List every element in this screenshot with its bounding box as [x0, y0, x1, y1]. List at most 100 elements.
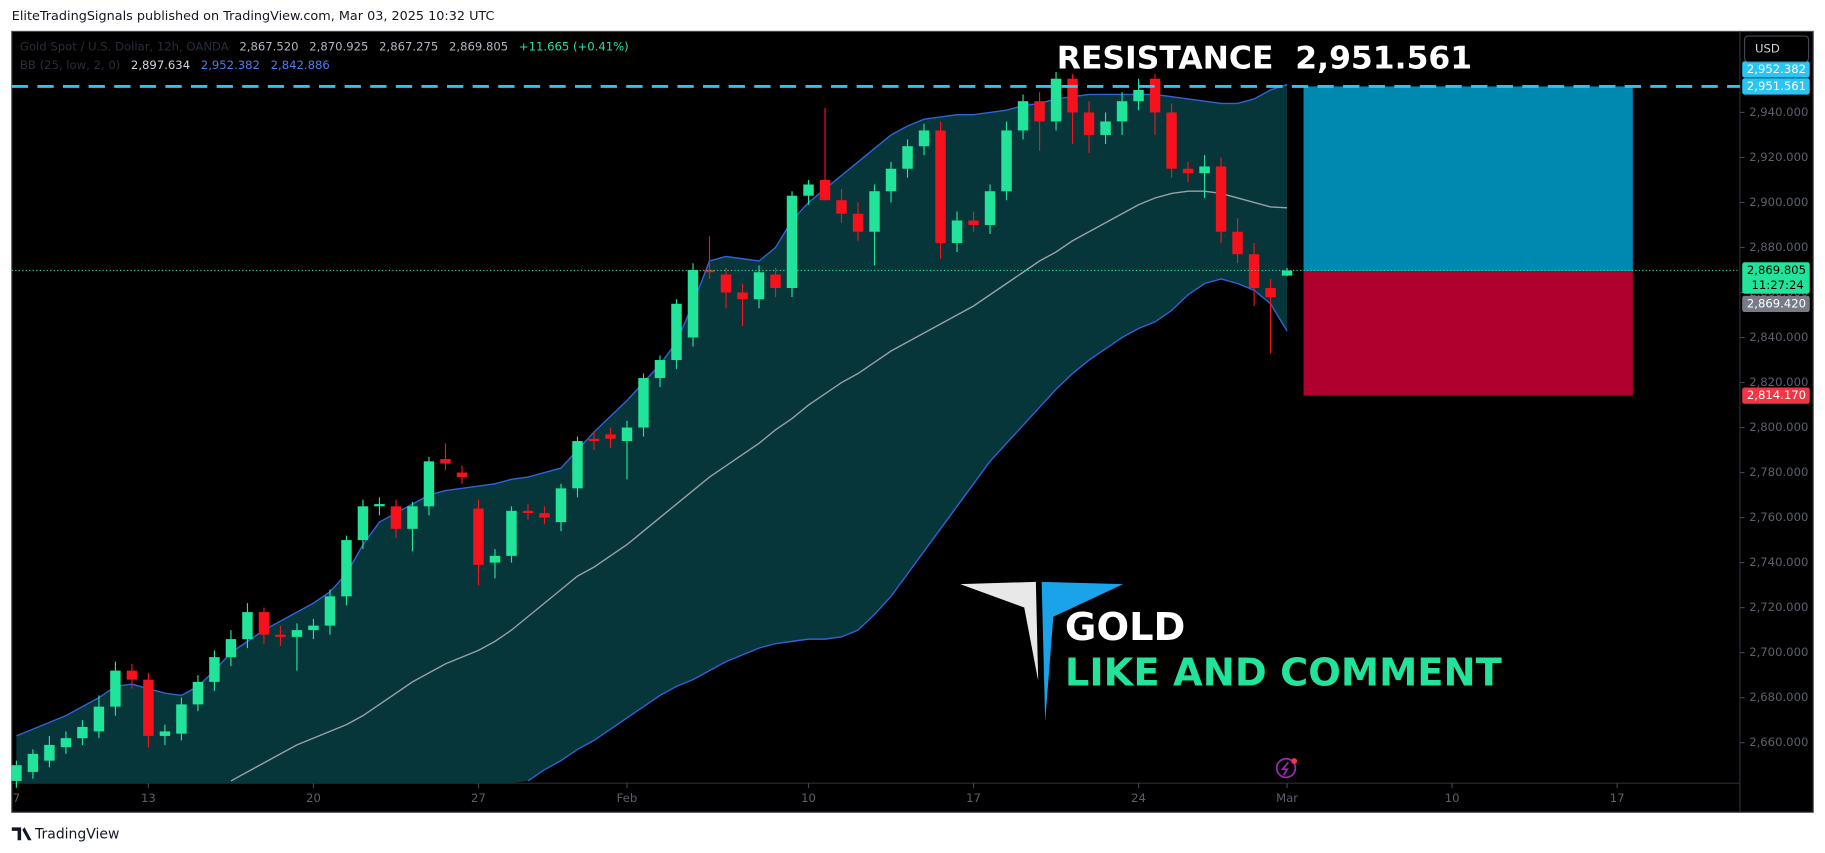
symbol-legend: Gold Spot / U.S. Dollar, 12h, OANDA 2,86… — [20, 39, 629, 53]
candle-body — [522, 510, 534, 514]
x-tick-label: 27 — [471, 791, 486, 805]
candle-body — [209, 657, 220, 682]
open-value: 2,867.520 — [239, 39, 298, 53]
candle-body — [951, 220, 963, 243]
price-label: 2,952.382 — [1747, 62, 1806, 76]
candle-body — [308, 625, 319, 631]
currency-button[interactable] — [1743, 35, 1810, 63]
y-tick-label: 2,760.000 — [1749, 510, 1808, 524]
candle-body — [159, 731, 171, 736]
x-tick-label: 24 — [1131, 791, 1146, 805]
candle-body — [407, 506, 418, 529]
candle-body — [539, 513, 550, 518]
candle-body — [737, 292, 748, 300]
price-label-box — [1742, 262, 1810, 294]
candle-body — [1116, 101, 1128, 122]
candle-body — [968, 220, 979, 225]
candle-body — [654, 360, 666, 379]
price-label: 2,869.420 — [1747, 296, 1806, 310]
target-zone — [1303, 86, 1633, 272]
bb-mid-value: 2,897.634 — [131, 58, 190, 72]
logo-title: GOLD — [1065, 605, 1185, 650]
candle-body — [638, 378, 649, 428]
candle-body — [819, 179, 831, 201]
brand-name: TradingView — [34, 826, 119, 842]
bb-middle-line — [230, 190, 1288, 782]
candle-body — [93, 706, 105, 732]
candle-body — [506, 510, 517, 556]
candle-body — [390, 506, 402, 529]
y-tick-label: 2,680.000 — [1749, 690, 1808, 704]
currency-label: USD — [1755, 41, 1780, 55]
stop-zone — [1303, 271, 1633, 396]
y-tick-label: 2,920.000 — [1749, 150, 1808, 164]
candle-body — [77, 726, 88, 739]
price-label-box — [1742, 61, 1810, 78]
candle-body — [918, 130, 930, 147]
symbol: Gold Spot / U.S. Dollar, 12h, OANDA — [20, 39, 229, 53]
high-value: 2,870.925 — [309, 39, 368, 53]
candle-body — [869, 191, 880, 232]
candle-body — [1265, 288, 1276, 298]
candle-body — [1215, 166, 1227, 232]
y-tick-label: 2,820.000 — [1749, 375, 1808, 389]
candle-body — [704, 270, 715, 273]
low-value: 2,867.275 — [379, 39, 438, 53]
candle-body — [1182, 168, 1194, 174]
y-tick-label: 2,880.000 — [1749, 240, 1808, 254]
candle-body — [473, 508, 484, 565]
brand-logo — [11, 827, 32, 841]
x-tick-label: 13 — [141, 791, 156, 805]
candle-body — [770, 274, 781, 289]
alert-bolt — [1280, 761, 1290, 776]
candle-body — [621, 427, 633, 442]
candle-body — [902, 146, 913, 169]
candle-body — [1149, 78, 1161, 113]
candle-body — [984, 191, 996, 225]
candle-body — [291, 630, 303, 637]
candle-body — [60, 738, 72, 748]
candle-body — [1100, 121, 1111, 135]
resistance-annotation: RESISTANCE 2,951.561 — [1057, 40, 1472, 76]
bb-legend: BB (25, low, 2, 0) 2,897.634 2,952.382 2… — [20, 58, 330, 72]
candle-body — [1199, 166, 1210, 174]
candle-body — [605, 434, 616, 439]
candle-body — [176, 704, 187, 734]
candle-body — [1017, 101, 1029, 131]
y-tick-label: 2,720.000 — [1749, 600, 1808, 614]
candle-body — [275, 634, 286, 637]
candle-body — [687, 270, 699, 338]
candle-body — [126, 670, 138, 680]
candle-body — [258, 612, 270, 635]
bb-up-value: 2,952.382 — [201, 58, 260, 72]
candle-body — [1050, 78, 1062, 122]
candle-body — [27, 753, 39, 772]
countdown: 11:27:24 — [1752, 278, 1804, 292]
candle-body — [1034, 101, 1045, 122]
published-line: EliteTradingSignals published on Trading… — [12, 9, 495, 24]
candle-body — [456, 472, 468, 478]
x-tick-label: 20 — [306, 791, 321, 805]
x-tick-label: 17 — [966, 791, 981, 805]
candle-body — [242, 612, 253, 640]
candle-body — [1001, 130, 1012, 192]
alert-dot — [1291, 758, 1298, 764]
price-label: 2,951.561 — [1747, 79, 1806, 93]
candle-body — [803, 184, 814, 196]
price-label-box — [1742, 295, 1810, 313]
y-tick-label: 2,900.000 — [1749, 195, 1808, 209]
candle-body — [357, 506, 369, 541]
x-tick-label: 7 — [13, 791, 20, 805]
candle-body — [11, 765, 22, 781]
candle-body — [885, 168, 897, 192]
x-tick-label: 10 — [1445, 791, 1460, 805]
alert-icon[interactable] — [1275, 757, 1297, 779]
candle-body — [836, 200, 847, 214]
candle-body — [489, 555, 501, 563]
candle-body — [1166, 112, 1177, 169]
candle-body — [440, 459, 451, 464]
candle-body — [341, 540, 352, 597]
candle-body — [555, 488, 567, 523]
